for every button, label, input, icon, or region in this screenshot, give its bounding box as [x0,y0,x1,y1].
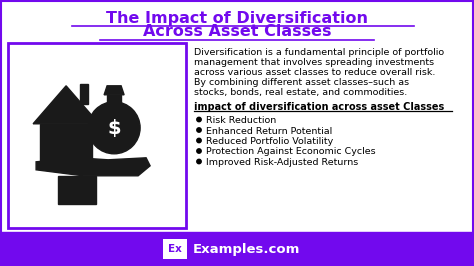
Bar [0,232,474,266]
Text: management that involves spreading investments: management that involves spreading inves… [194,58,434,67]
Text: By combining different asset classes–such as: By combining different asset classes–suc… [194,78,409,87]
Circle shape [197,117,201,122]
Text: Improved Risk-Adjusted Returns: Improved Risk-Adjusted Returns [206,158,358,167]
Bar [40,124,92,162]
Text: across various asset classes to reduce overall risk.: across various asset classes to reduce o… [194,68,436,77]
Circle shape [197,128,201,132]
Text: The Impact of Diversification: The Impact of Diversification [106,10,368,26]
Text: Protection Against Economic Cycles: Protection Against Economic Cycles [206,148,375,156]
Text: $: $ [107,119,121,138]
Text: impact of diversification across asset Classes: impact of diversification across asset C… [194,102,444,112]
Text: Across Asset Classes: Across Asset Classes [143,24,331,39]
Polygon shape [33,86,99,124]
Text: Risk Reduction: Risk Reduction [206,116,276,125]
Polygon shape [104,86,124,95]
Bar [8,43,186,228]
Text: Ex: Ex [168,244,182,254]
Text: Examples.com: Examples.com [193,243,301,256]
Circle shape [197,149,201,153]
Bar [107,95,121,104]
Bar [58,176,96,204]
Bar [163,239,187,259]
Text: Enhanced Return Potential: Enhanced Return Potential [206,127,332,135]
Circle shape [197,138,201,143]
Polygon shape [36,158,150,176]
Text: stocks, bonds, real estate, and commodities.: stocks, bonds, real estate, and commodit… [194,88,407,97]
Bar [80,84,88,104]
Circle shape [197,159,201,164]
Text: Reduced Portfolio Volatility: Reduced Portfolio Volatility [206,137,333,146]
Circle shape [88,102,140,154]
Text: Diversification is a fundamental principle of portfolio: Diversification is a fundamental princip… [194,48,444,57]
